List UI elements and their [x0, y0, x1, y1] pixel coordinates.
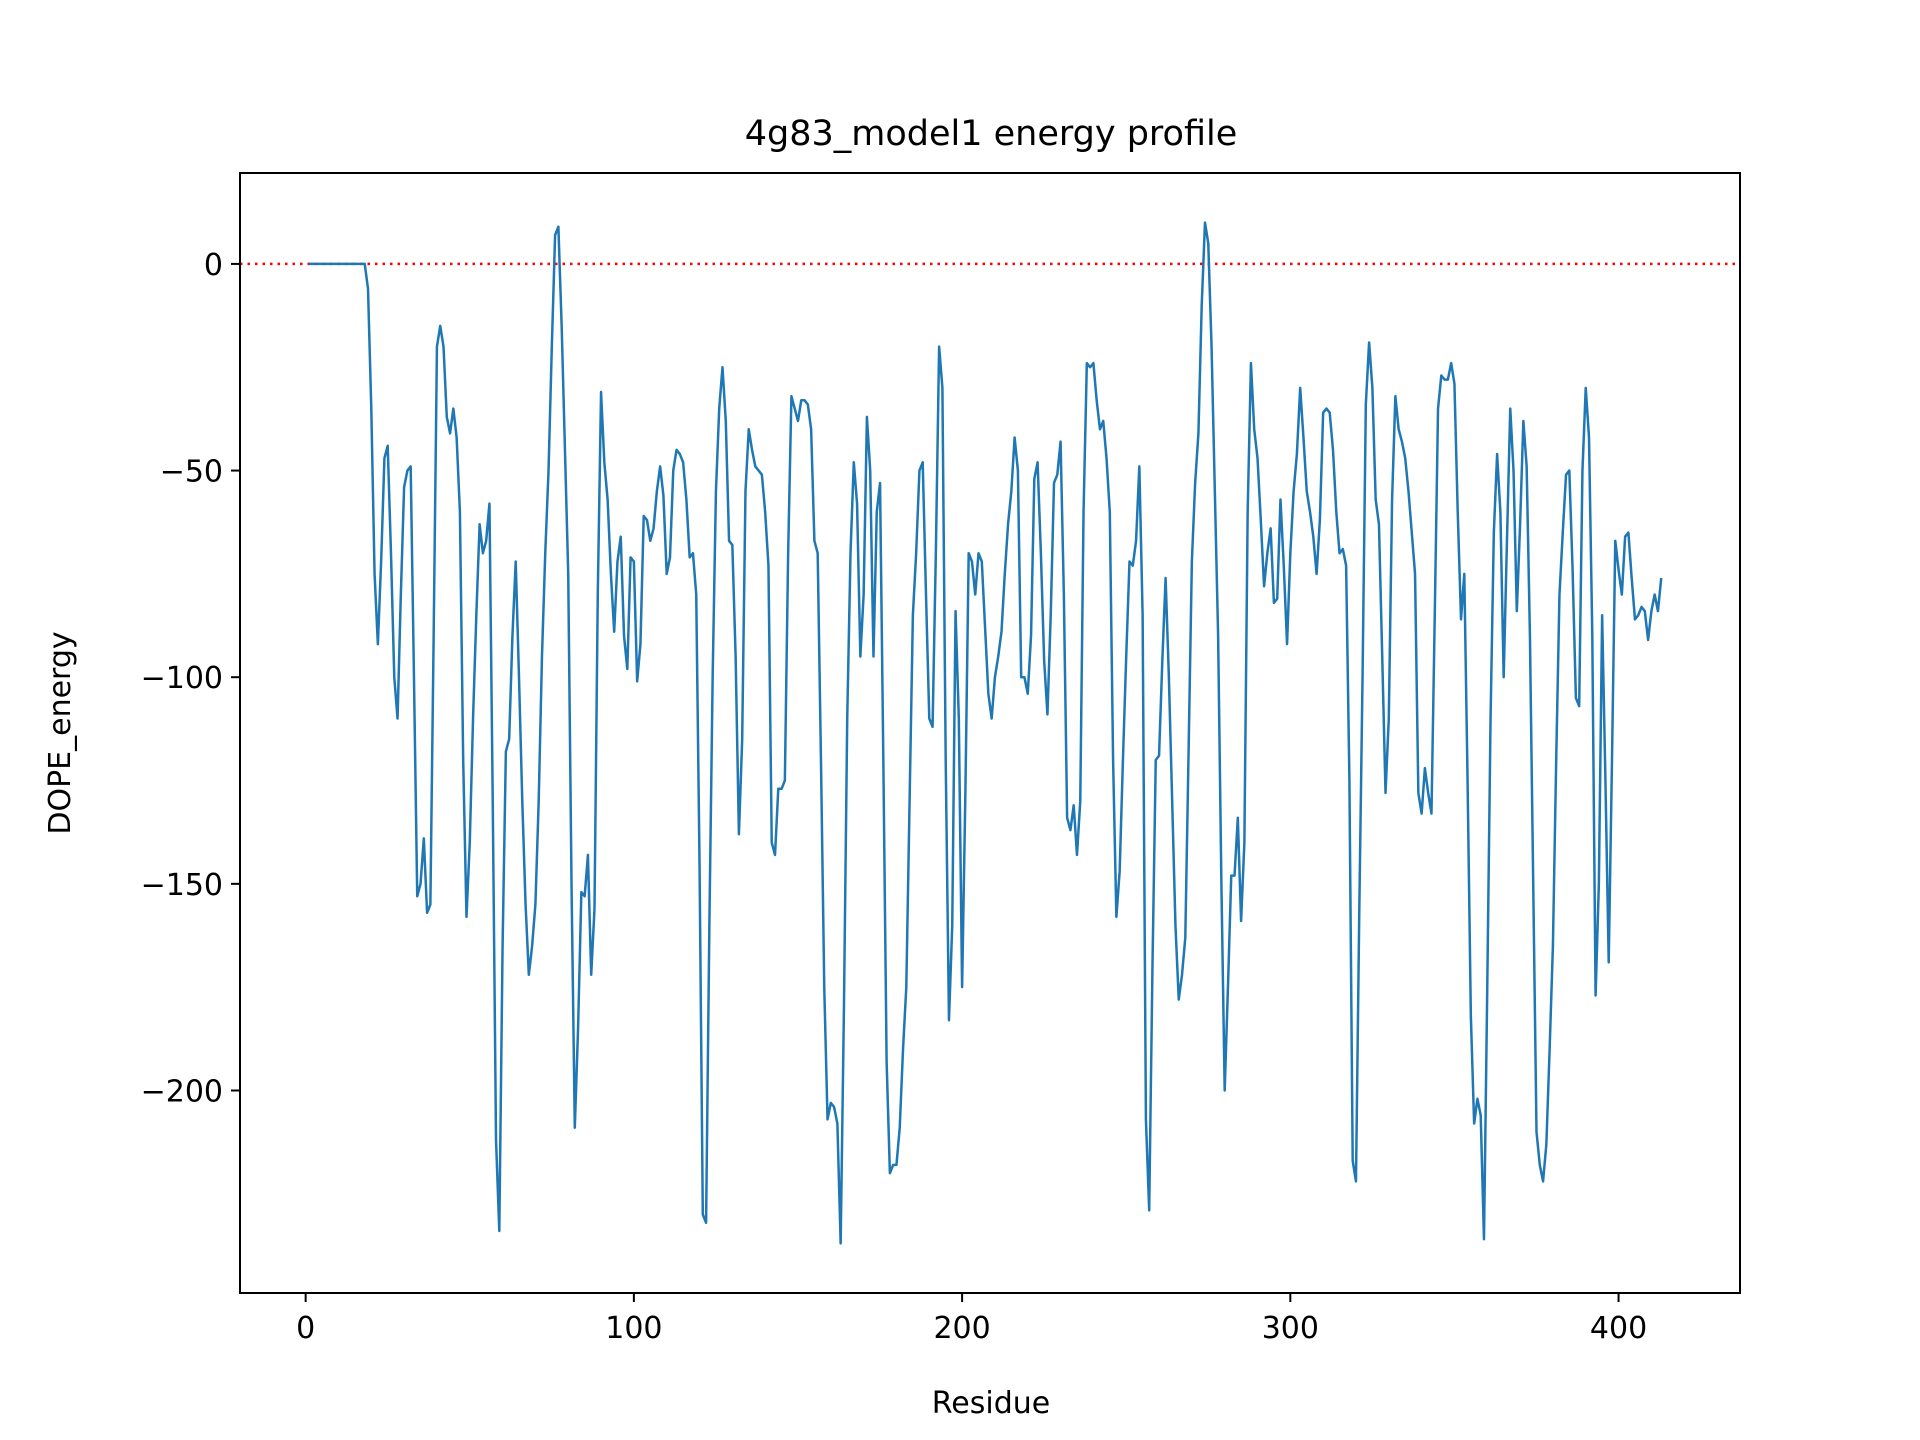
x-tick-label: 300 [1262, 1311, 1319, 1346]
plot-frame [239, 172, 1741, 1294]
y-tick-label: −50 [160, 455, 223, 490]
x-tick-label: 100 [605, 1311, 662, 1346]
y-axis: 0 −50 −100 −150 −200 [141, 248, 240, 1109]
x-tick-label: 0 [296, 1311, 315, 1346]
y-tick-label: 0 [204, 248, 223, 283]
y-tick-label: −100 [141, 661, 223, 696]
x-tick-label: 400 [1590, 1311, 1647, 1346]
y-tick-label: −200 [141, 1074, 223, 1109]
plot-area [239, 172, 1741, 1294]
x-axis: 0 100 200 300 400 [296, 1293, 1647, 1346]
x-tick-label: 200 [933, 1311, 990, 1346]
chart-title: 4g83_model1 energy profile [745, 114, 1238, 154]
energy-series-line [308, 221, 1663, 1245]
y-tick-label: −150 [141, 868, 223, 903]
plot-background [240, 173, 1740, 1293]
y-axis-label: DOPE_energy [43, 631, 78, 834]
x-axis-label: Residue [932, 1386, 1050, 1421]
